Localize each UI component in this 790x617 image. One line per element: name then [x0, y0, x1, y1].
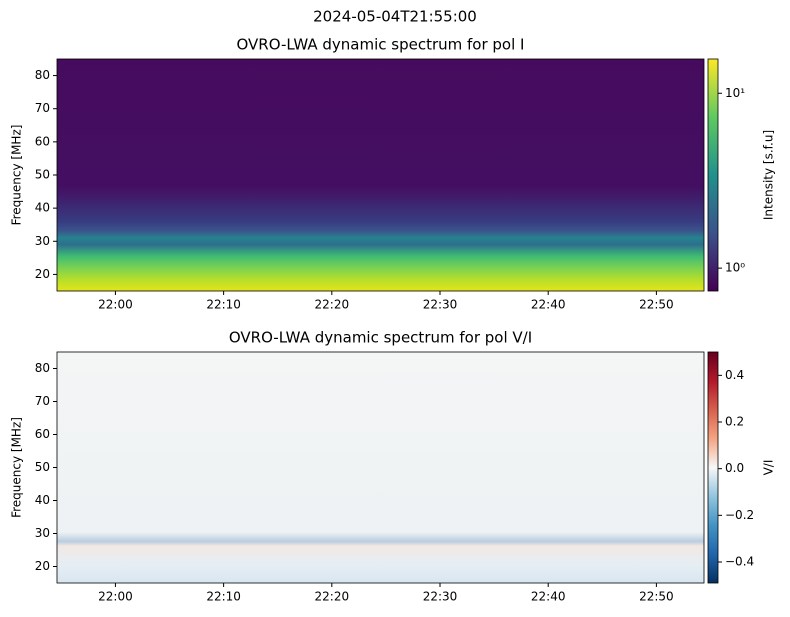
y-tick-label: 80 — [35, 68, 50, 82]
colorbar — [707, 351, 719, 584]
colorbar-tick-label: 0.4 — [725, 368, 744, 382]
y-tick-label: 60 — [35, 427, 50, 441]
colorbar-tick-label: 0.2 — [725, 415, 744, 429]
y-tick-label: 80 — [35, 361, 50, 375]
y-tick-label: 60 — [35, 134, 50, 148]
colorbar-tick-label: 10¹ — [725, 86, 745, 100]
colorbar-tick-label: −0.4 — [725, 555, 754, 569]
y-tick-label: 40 — [35, 201, 50, 215]
x-tick-label: 22:20 — [315, 298, 350, 312]
colorbar-tick-label: −0.2 — [725, 508, 754, 522]
x-tick-label: 22:30 — [423, 590, 458, 604]
axes-title: OVRO-LWA dynamic spectrum for pol I — [237, 36, 525, 54]
colorbar — [707, 58, 719, 292]
y-axis-label: Frequency [MHz] — [10, 125, 24, 226]
y-tick-label: 40 — [35, 493, 50, 507]
y-tick-label: 20 — [35, 559, 50, 573]
colorbar-label: V/I — [762, 460, 776, 476]
y-tick-label: 70 — [35, 394, 50, 408]
y-tick-label: 50 — [35, 168, 50, 182]
colorbar-tick-label: 0.0 — [725, 461, 744, 475]
colorbar-tick-label: 10⁰ — [725, 261, 745, 275]
figure-title: 2024-05-04T21:55:00 — [313, 8, 477, 26]
x-tick-label: 22:50 — [639, 590, 674, 604]
x-tick-label: 22:40 — [531, 590, 566, 604]
x-tick-label: 22:10 — [206, 298, 241, 312]
x-tick-label: 22:30 — [423, 298, 458, 312]
y-tick-label: 50 — [35, 460, 50, 474]
x-tick-label: 22:10 — [206, 590, 241, 604]
y-tick-label: 30 — [35, 234, 50, 248]
y-tick-label: 30 — [35, 526, 50, 540]
x-tick-label: 22:00 — [98, 590, 133, 604]
x-tick-label: 22:00 — [98, 298, 133, 312]
x-tick-label: 22:50 — [639, 298, 674, 312]
y-tick-label: 70 — [35, 101, 50, 115]
heatmap-image — [57, 352, 704, 583]
x-tick-label: 22:40 — [531, 298, 566, 312]
heatmap-image — [57, 59, 704, 291]
y-axis-label: Frequency [MHz] — [10, 417, 24, 518]
x-tick-label: 22:20 — [315, 590, 350, 604]
axes-title: OVRO-LWA dynamic spectrum for pol V/I — [229, 329, 532, 347]
colorbar-label: Intensity [s.f.u] — [762, 130, 776, 220]
y-tick-label: 20 — [35, 267, 50, 281]
